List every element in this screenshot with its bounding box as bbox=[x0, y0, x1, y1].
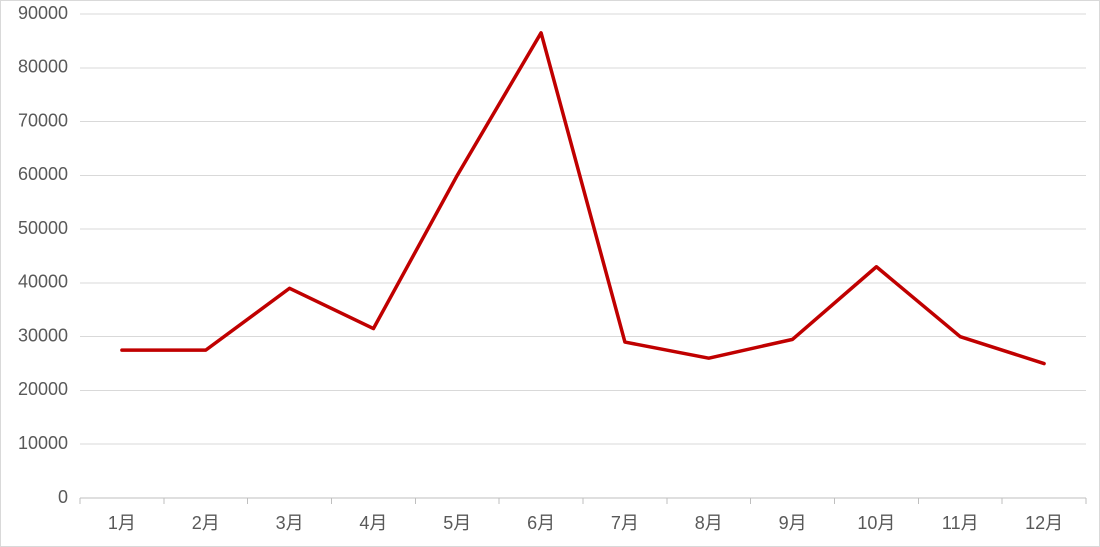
ytick-label: 0 bbox=[58, 487, 68, 507]
ytick-label: 30000 bbox=[18, 325, 68, 345]
ytick-label: 20000 bbox=[18, 379, 68, 399]
ytick-label: 90000 bbox=[18, 3, 68, 23]
xtick-label: 9月 bbox=[779, 513, 807, 533]
xtick-label: 7月 bbox=[611, 513, 639, 533]
xtick-label: 12月 bbox=[1025, 513, 1063, 533]
xtick-label: 3月 bbox=[276, 513, 304, 533]
xtick-label: 4月 bbox=[359, 513, 387, 533]
ytick-label: 40000 bbox=[18, 272, 68, 292]
xtick-label: 5月 bbox=[443, 513, 471, 533]
xtick-label: 8月 bbox=[695, 513, 723, 533]
ytick-label: 60000 bbox=[18, 164, 68, 184]
xtick-label: 11月 bbox=[942, 513, 979, 533]
ytick-label: 50000 bbox=[18, 218, 68, 238]
xtick-label: 2月 bbox=[192, 513, 220, 533]
xtick-label: 1月 bbox=[108, 513, 136, 533]
ytick-label: 80000 bbox=[18, 57, 68, 77]
ytick-label: 70000 bbox=[18, 110, 68, 130]
line-chart: 0 10000 20000 30000 40000 50000 60000 70000 8000… bbox=[0, 0, 1100, 547]
xtick-label: 6月 bbox=[527, 513, 555, 533]
ytick-label: 10000 bbox=[18, 433, 68, 453]
xtick-label: 10月 bbox=[857, 513, 895, 533]
chart-svg: 0 10000 20000 30000 40000 50000 60000 70000 8000… bbox=[0, 0, 1100, 547]
